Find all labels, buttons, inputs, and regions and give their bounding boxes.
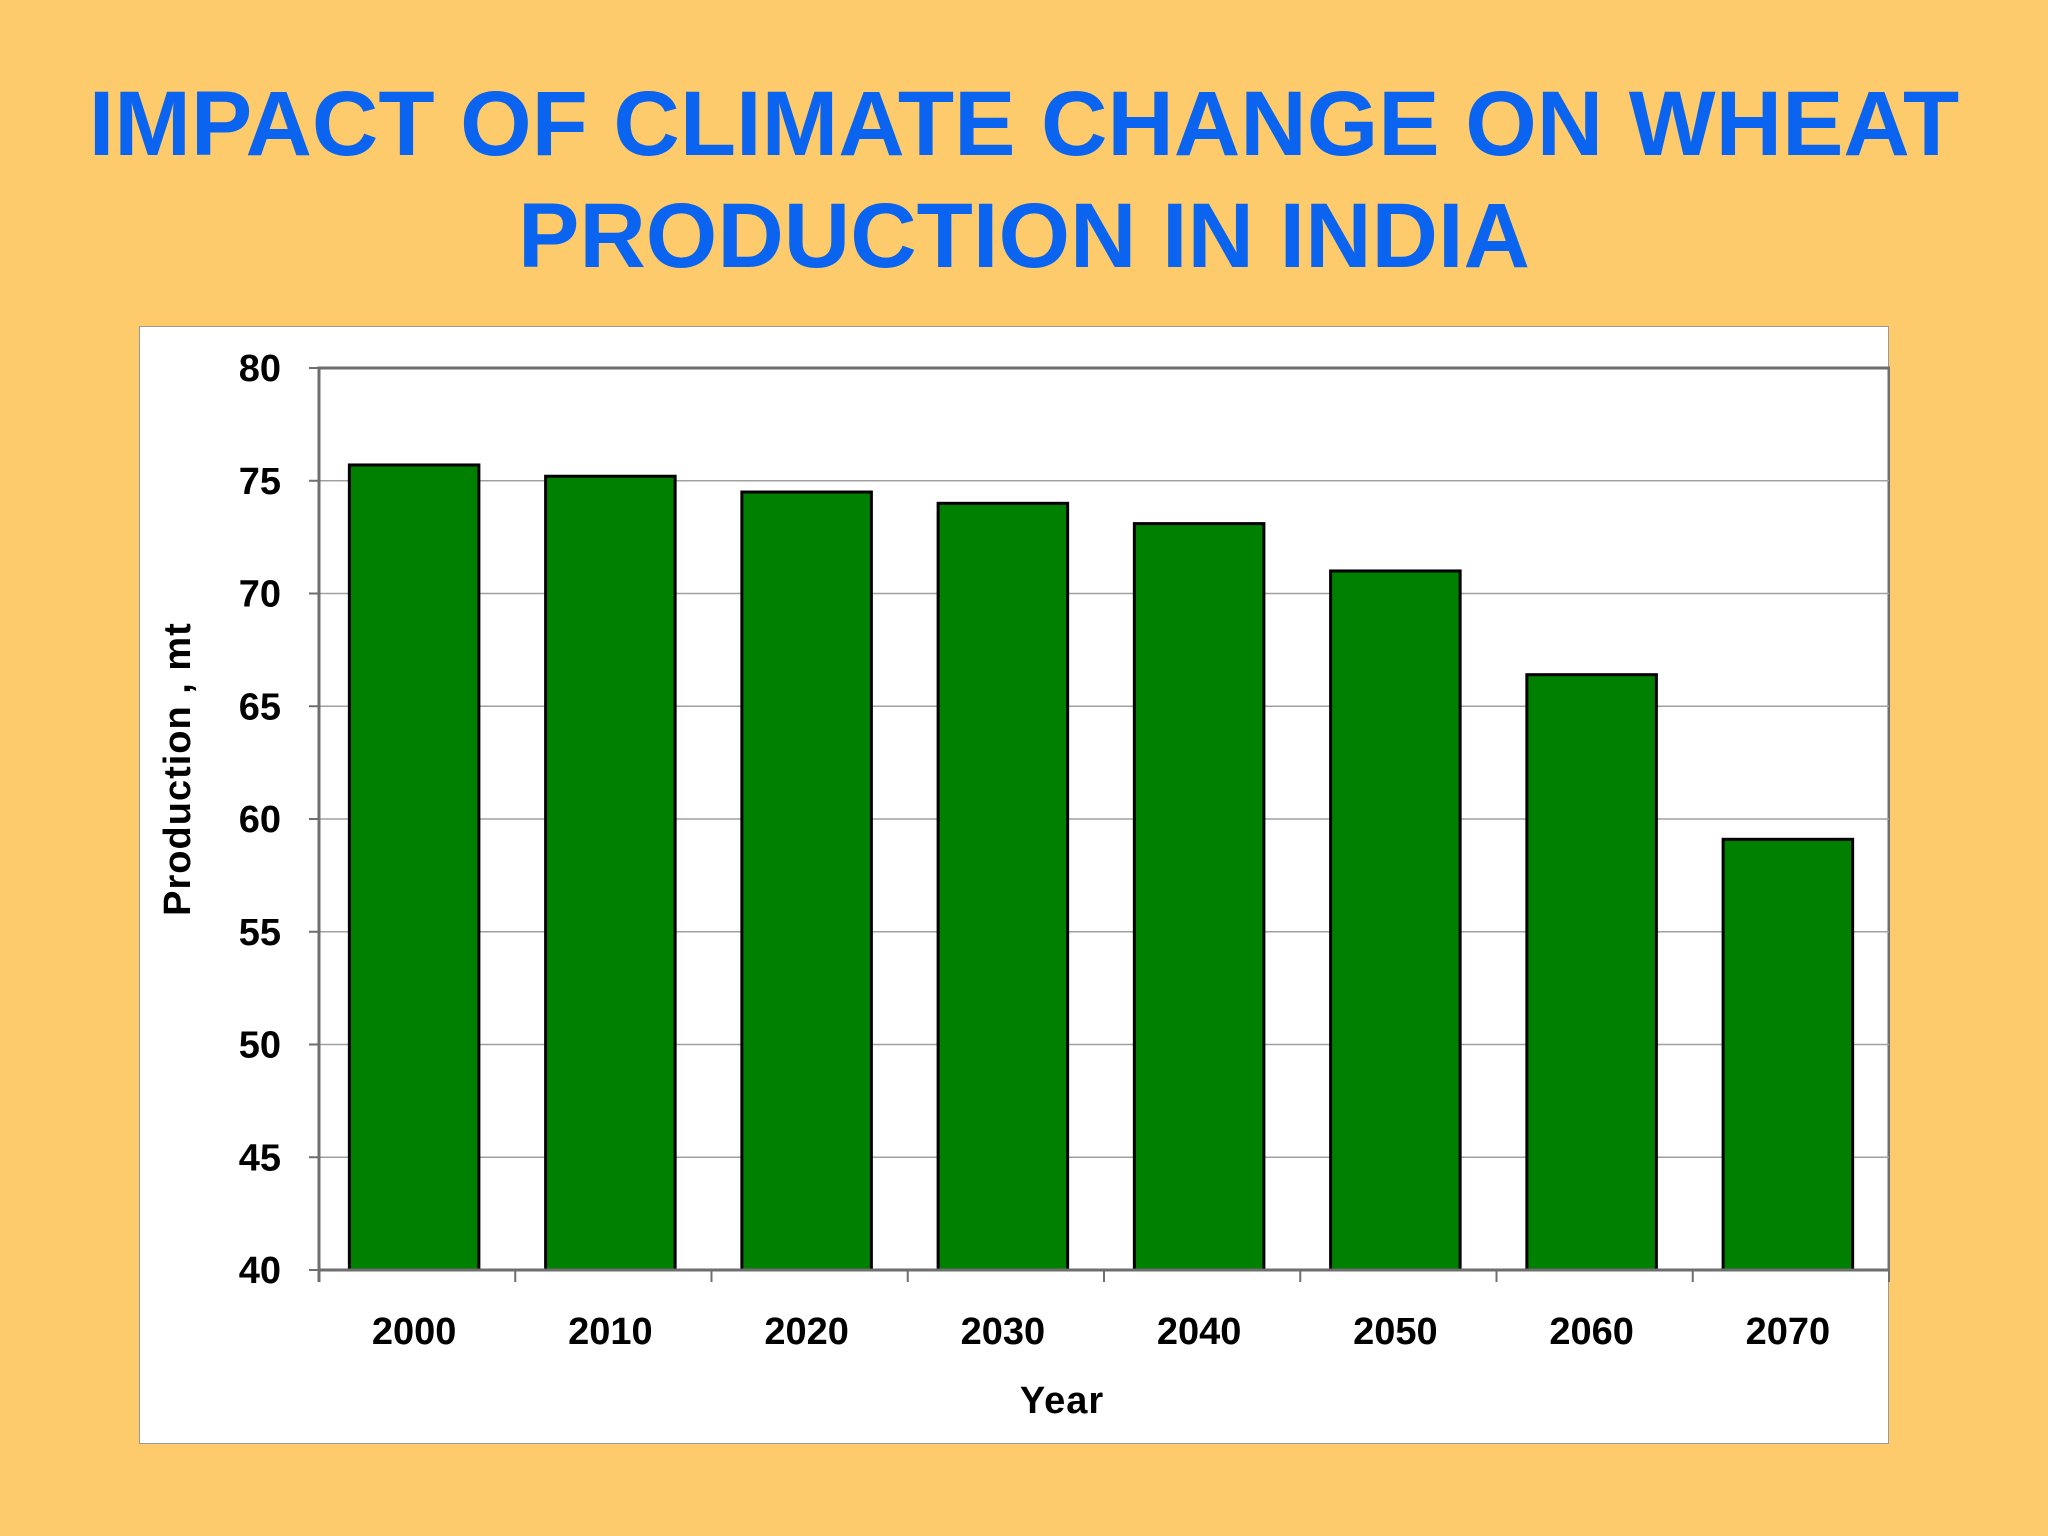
bar-2020 [740,490,873,1272]
y-tick-label-45: 45 [239,1137,281,1179]
bar-2050 [1329,569,1462,1272]
bar-2000 [347,463,481,1272]
y-tick-label-60: 60 [239,799,281,841]
x-tick-label-2030: 2030 [961,1311,1046,1353]
x-tick-label-2070: 2070 [1746,1311,1831,1353]
bar-2060 [1525,673,1658,1272]
x-tick-label-2050: 2050 [1353,1311,1438,1353]
slide-title: IMPACT OF CLIMATE CHANGE ON WHEAT PRODUC… [0,68,2048,292]
y-tick-label-50: 50 [239,1025,281,1067]
axis-labels: 40 45 50 55 60 65 70 75 80 2000 2010 2020 2030 2040 20… [239,348,1830,1353]
y-axis-title: Production , mt [157,622,199,916]
x-tick-label-2010: 2010 [568,1311,653,1353]
x-tick-label-2060: 2060 [1549,1311,1634,1353]
x-tick-label-2000: 2000 [372,1311,457,1353]
y-tick-label-75: 75 [239,461,281,503]
bar-2010 [544,474,677,1272]
bar-2040 [1132,522,1266,1272]
bars [347,463,1855,1272]
bar-2070 [1721,837,1855,1272]
x-tick-label-2040: 2040 [1157,1311,1242,1353]
chart-panel: 40 45 50 55 60 65 70 75 80 2000 2010 2020 2030 2040 20… [139,326,1890,1444]
slide-title-line-2: PRODUCTION IN INDIA [518,185,1530,287]
x-tick-label-2020: 2020 [764,1311,849,1353]
y-tick-label-55: 55 [239,912,281,954]
y-tick-label-70: 70 [239,574,281,616]
bar-2030 [936,501,1070,1272]
slide-title-line-1: IMPACT OF CLIMATE CHANGE ON WHEAT [88,73,1960,175]
y-tick-label-40: 40 [239,1250,281,1292]
y-tick-label-80: 80 [239,348,281,390]
bar-chart: 40 45 50 55 60 65 70 75 80 2000 2010 2020 2030 2040 20… [157,348,1890,1422]
x-axis-title: Year [1020,1380,1104,1422]
axes [309,367,1890,1282]
y-tick-label-65: 65 [239,686,281,728]
